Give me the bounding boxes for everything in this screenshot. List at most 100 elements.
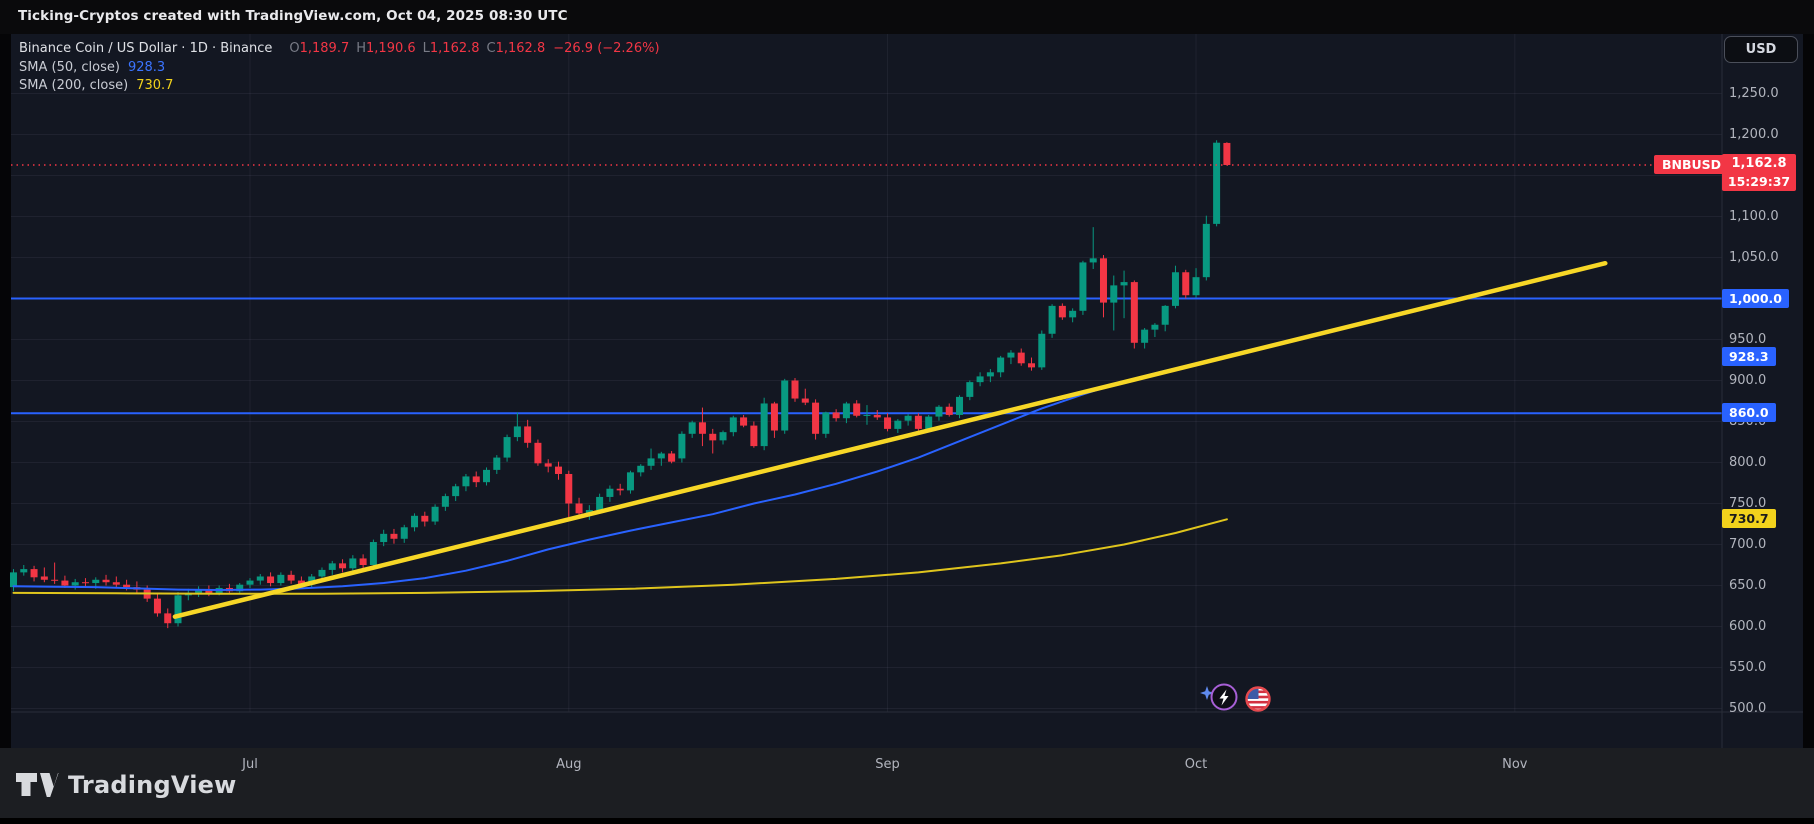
candle xyxy=(945,406,953,415)
candle xyxy=(976,376,984,383)
candle xyxy=(400,527,408,539)
candle xyxy=(1202,223,1210,278)
event-badges[interactable] xyxy=(1197,683,1277,721)
candle xyxy=(791,380,799,399)
open-value: 1,189.7 xyxy=(299,41,350,56)
candle xyxy=(986,372,994,377)
candle xyxy=(678,433,686,459)
candle xyxy=(1007,352,1015,358)
candle xyxy=(112,582,120,585)
candle xyxy=(1110,285,1118,303)
candle xyxy=(760,403,768,447)
sma50-axis-label: 928.3 xyxy=(1722,347,1776,367)
candle xyxy=(277,574,285,584)
tradingview-logo[interactable]: TradingView xyxy=(15,770,236,800)
chart-widget[interactable] xyxy=(11,34,1803,748)
symbol-legend-row[interactable]: Binance Coin / US Dollar · 1D · Binance O… xyxy=(19,40,660,59)
price-tick: 500.0 xyxy=(1729,700,1767,716)
candle xyxy=(472,476,480,483)
candle xyxy=(616,488,624,491)
candle xyxy=(462,476,470,487)
bottom-strip xyxy=(0,818,1814,824)
candle xyxy=(369,542,377,565)
candle xyxy=(1017,352,1025,364)
candle xyxy=(431,506,439,522)
tradingview-logo-icon xyxy=(16,773,59,797)
candle xyxy=(246,580,254,585)
time-tick: Nov xyxy=(1502,757,1528,772)
candle xyxy=(1182,272,1190,296)
price-tick: 700.0 xyxy=(1729,536,1767,552)
candle xyxy=(328,563,336,570)
sma200-label[interactable]: SMA (200, close) xyxy=(19,78,129,93)
candle xyxy=(493,457,501,470)
bar-countdown: 15:29:37 xyxy=(1727,174,1791,189)
candle xyxy=(873,414,881,418)
candle xyxy=(123,584,131,588)
candle xyxy=(503,437,511,458)
candle xyxy=(884,417,892,429)
candle xyxy=(863,414,871,416)
price-tick: 1,250.0 xyxy=(1729,85,1779,101)
trend-line[interactable] xyxy=(172,260,1608,619)
time-tick: Jul xyxy=(242,757,258,772)
candle xyxy=(1120,282,1128,286)
time-tick: Aug xyxy=(556,757,582,772)
sma-50-line[interactable] xyxy=(12,356,1228,591)
candle xyxy=(297,580,305,585)
tradingview-brand-text: TradingView xyxy=(68,771,237,799)
candle xyxy=(822,412,830,434)
us-flag-badge-icon[interactable] xyxy=(1245,686,1271,712)
candle xyxy=(1089,258,1097,263)
last-price-value: 1,162.8 xyxy=(1731,156,1787,171)
candle xyxy=(236,584,244,592)
chart-legend[interactable]: Binance Coin / US Dollar · 1D · Binance O… xyxy=(19,40,660,96)
price-tick: 950.0 xyxy=(1729,331,1767,347)
price-tick: 800.0 xyxy=(1729,454,1767,470)
candle xyxy=(554,466,562,474)
candle xyxy=(1038,333,1046,368)
candle xyxy=(842,403,850,419)
sma50-label[interactable]: SMA (50, close) xyxy=(19,59,120,75)
candle xyxy=(1048,305,1056,334)
candle xyxy=(544,463,552,467)
candle xyxy=(1161,305,1169,325)
candle xyxy=(1192,277,1200,296)
symbol-price-tag: BNBUSD xyxy=(1654,155,1730,174)
price-tick: 550.0 xyxy=(1729,659,1767,675)
last-price-axis-label: 1,162.8 15:29:37 xyxy=(1722,154,1796,191)
low-label: L xyxy=(422,41,430,56)
candle xyxy=(421,515,429,522)
footer-bar: TradingView xyxy=(0,748,1814,818)
candle xyxy=(647,458,655,466)
candle xyxy=(153,598,161,614)
sma200-legend-row[interactable]: SMA (200, close) 730.7 xyxy=(19,77,660,96)
symbol-title[interactable]: Binance Coin / US Dollar · 1D · Binance xyxy=(19,41,273,56)
price-tick: 750.0 xyxy=(1729,495,1767,511)
candle xyxy=(894,420,902,429)
time-tick: Oct xyxy=(1184,757,1208,772)
price-tick: 600.0 xyxy=(1729,618,1767,634)
lightning-badge-icon[interactable] xyxy=(1210,683,1238,711)
sma50-legend-row[interactable]: SMA (50, close) 928.3 xyxy=(19,59,660,78)
candle xyxy=(832,412,840,419)
candle xyxy=(441,496,449,507)
title-bar: Ticking-Cryptos created with TradingView… xyxy=(0,0,1814,34)
currency-toggle-button[interactable]: USD xyxy=(1724,36,1798,63)
candle xyxy=(359,558,367,565)
candle xyxy=(709,433,717,441)
low-value: 1,162.8 xyxy=(429,41,480,56)
candle xyxy=(524,426,532,443)
candle xyxy=(750,425,758,447)
candle xyxy=(575,503,583,514)
sma-200-line[interactable] xyxy=(12,518,1228,595)
candle xyxy=(9,572,17,588)
candle xyxy=(668,453,676,462)
candle xyxy=(997,357,1005,373)
candle xyxy=(1058,305,1066,318)
candle xyxy=(380,533,388,543)
watermark-title: Ticking-Cryptos created with TradingView… xyxy=(18,8,568,24)
candle xyxy=(719,432,727,441)
